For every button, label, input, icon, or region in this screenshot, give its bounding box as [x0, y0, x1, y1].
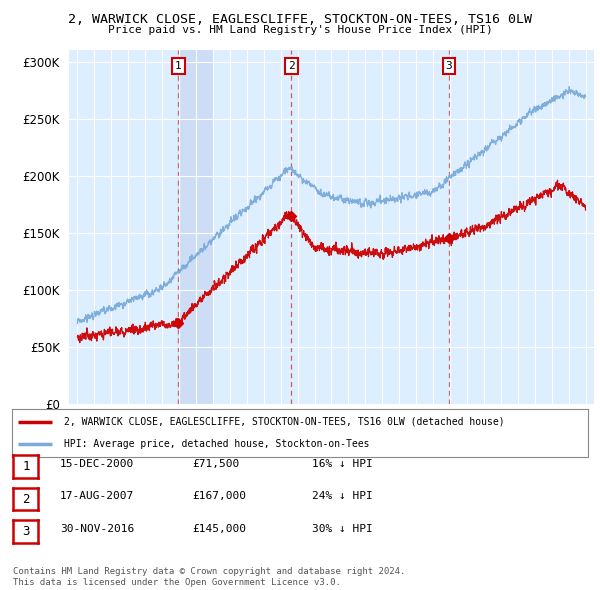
Text: Contains HM Land Registry data © Crown copyright and database right 2024.: Contains HM Land Registry data © Crown c… [13, 567, 406, 576]
Text: 2: 2 [22, 493, 29, 506]
Text: 2, WARWICK CLOSE, EAGLESCLIFFE, STOCKTON-ON-TEES, TS16 0LW: 2, WARWICK CLOSE, EAGLESCLIFFE, STOCKTON… [68, 13, 532, 26]
Text: 2: 2 [288, 61, 295, 71]
Text: £145,000: £145,000 [192, 524, 246, 533]
Text: 3: 3 [445, 61, 452, 71]
Text: 1: 1 [22, 460, 29, 473]
Text: 3: 3 [22, 525, 29, 538]
Text: 24% ↓ HPI: 24% ↓ HPI [312, 491, 373, 501]
Text: Price paid vs. HM Land Registry's House Price Index (HPI): Price paid vs. HM Land Registry's House … [107, 25, 493, 35]
Text: 15-DEC-2000: 15-DEC-2000 [60, 459, 134, 468]
Text: HPI: Average price, detached house, Stockton-on-Tees: HPI: Average price, detached house, Stoc… [64, 439, 370, 449]
Text: 2, WARWICK CLOSE, EAGLESCLIFFE, STOCKTON-ON-TEES, TS16 0LW (detached house): 2, WARWICK CLOSE, EAGLESCLIFFE, STOCKTON… [64, 417, 505, 427]
Text: 1: 1 [175, 61, 182, 71]
Text: This data is licensed under the Open Government Licence v3.0.: This data is licensed under the Open Gov… [13, 578, 341, 586]
Text: £71,500: £71,500 [192, 459, 239, 468]
Bar [178, 50, 212, 404]
Text: £167,000: £167,000 [192, 491, 246, 501]
Text: 16% ↓ HPI: 16% ↓ HPI [312, 459, 373, 468]
Text: 30-NOV-2016: 30-NOV-2016 [60, 524, 134, 533]
Text: 30% ↓ HPI: 30% ↓ HPI [312, 524, 373, 533]
Text: 17-AUG-2007: 17-AUG-2007 [60, 491, 134, 501]
